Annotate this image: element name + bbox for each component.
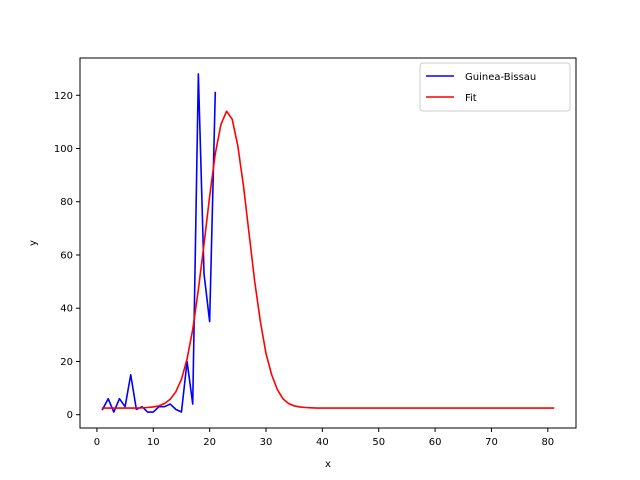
plot-frame bbox=[79, 57, 577, 429]
x-tick-label: 0 bbox=[94, 437, 100, 448]
x-tick-label: 60 bbox=[429, 437, 442, 448]
y-tick-label: 40 bbox=[60, 304, 73, 315]
series-layer bbox=[101, 73, 555, 413]
legend-box bbox=[419, 62, 571, 112]
legend-label: Fit bbox=[465, 93, 477, 104]
plot-area bbox=[80, 58, 576, 428]
x-tick-label: 80 bbox=[541, 437, 554, 448]
x-tick-label: 40 bbox=[316, 437, 329, 448]
y-tick-label: 80 bbox=[60, 197, 73, 208]
x-tick-label: 70 bbox=[485, 437, 498, 448]
x-axis: 0 10 20 30 40 50 60 70 80 bbox=[94, 428, 554, 448]
y-tick-label: 20 bbox=[60, 357, 73, 368]
x-tick-label: 20 bbox=[203, 437, 216, 448]
x-tick-label: 50 bbox=[372, 437, 385, 448]
legend-label: Guinea-Bissau bbox=[465, 72, 536, 83]
y-tick-label: 60 bbox=[60, 250, 73, 261]
legend: Guinea-Bissau Fit bbox=[419, 62, 571, 112]
y-tick-label: 120 bbox=[54, 91, 73, 102]
y-axis: 0 20 40 60 80 100 120 bbox=[54, 91, 80, 421]
y-axis-label: y bbox=[28, 240, 39, 246]
y-tick-label: 100 bbox=[54, 144, 73, 155]
x-axis-label: x bbox=[325, 459, 331, 470]
x-tick-label: 10 bbox=[147, 437, 160, 448]
series-line-1 bbox=[101, 110, 555, 409]
y-tick-label: 0 bbox=[67, 410, 73, 421]
x-tick-label: 30 bbox=[260, 437, 273, 448]
